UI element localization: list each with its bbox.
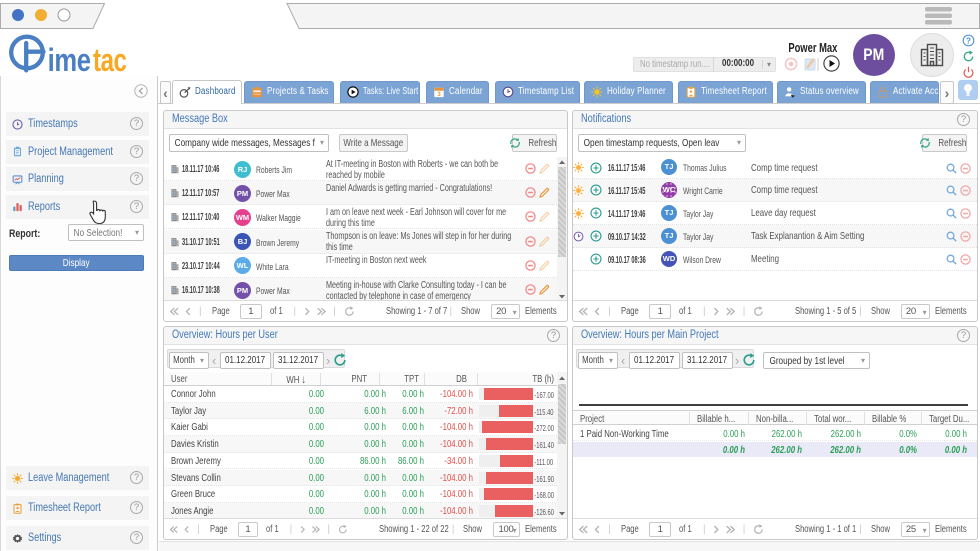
- svg-text:ime: ime: [48, 43, 91, 76]
- svg-text:tac: tac: [93, 42, 127, 76]
- svg-text:?: ?: [966, 36, 971, 45]
- svg-text:3: 3: [437, 91, 441, 97]
